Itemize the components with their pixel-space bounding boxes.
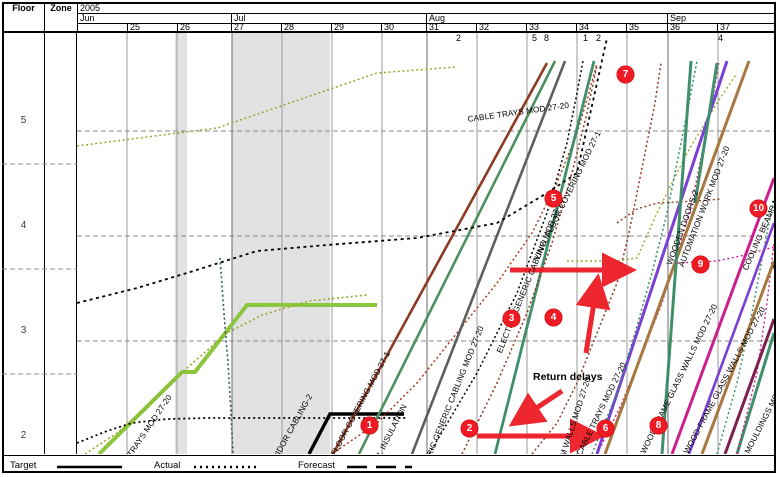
delay-marker-4[interactable]: 4 <box>545 309 562 326</box>
line-top-right-green-target <box>693 62 719 204</box>
chart-legend: Target Actual Forecast <box>2 455 776 475</box>
header-week-29: 29 <box>334 22 345 32</box>
header-month-jul: Jul <box>234 13 246 23</box>
floor-label-4: 4 <box>20 220 27 231</box>
header-month-aug: Aug <box>429 13 446 23</box>
header-week-28: 28 <box>284 22 295 32</box>
line-cable-trays-actual <box>84 294 368 454</box>
delay-marker-1[interactable]: 1 <box>361 417 378 434</box>
shaded-period-week26 <box>175 33 187 454</box>
chart-header: Floor Zone 2005 Jun Jul Aug Sep 25 26 27… <box>0 0 780 33</box>
chart-frame <box>2 2 776 473</box>
header-week-34: 34 <box>579 22 590 32</box>
legend-swatch-forecast <box>347 465 412 469</box>
delay-marker-3[interactable]: 3 <box>503 310 520 327</box>
line-wood-frame-glass-walls-target <box>670 177 774 454</box>
end-label-mech: 2 <box>596 33 602 43</box>
legend-label-forecast: Forecast <box>298 460 335 471</box>
line-vinyl-floor-covering-target <box>331 62 549 454</box>
delay-marker-10[interactable]: 10 <box>750 200 767 217</box>
legend-label-target: Target <box>10 460 37 471</box>
end-label-cooling: 4 <box>718 33 724 43</box>
line-electric-generic-cabling-actual-brown <box>461 64 598 454</box>
line-mech-insulation-target <box>357 60 557 454</box>
line-mech-insulation-actual <box>331 62 598 454</box>
plot-area: CABLE TRAYS MOD 27-20 CORRIDOR CABLING-2… <box>77 33 774 454</box>
end-label-system-walls: 2 <box>456 33 462 43</box>
line-far-right-brown <box>700 260 774 454</box>
delay-marker-7[interactable]: 7 <box>617 66 634 83</box>
header-week-26: 26 <box>180 22 191 32</box>
line-system-walls-target <box>493 60 596 454</box>
floor-label-2: 2 <box>20 430 27 441</box>
header-week-37: 37 <box>720 22 731 32</box>
arrow-down-left-from-4 <box>508 388 564 427</box>
line-cable-trays-target <box>97 303 377 454</box>
line-electric-generic-cabling-target-grey <box>410 60 567 454</box>
header-floor: Floor <box>12 2 35 13</box>
delay-marker-9[interactable]: 9 <box>692 256 709 273</box>
arrow-up-from-4 <box>575 273 611 354</box>
header-year: 2005 <box>80 2 101 13</box>
legend-swatch-target <box>57 465 122 469</box>
header-week-30: 30 <box>384 22 395 32</box>
header-zone: Zone <box>50 2 72 13</box>
line-early-actual-teal <box>219 257 234 454</box>
floor-axis: 5 4 3 2 <box>2 33 77 454</box>
header-week-25: 25 <box>130 22 141 32</box>
end-label-vinyl: 5 <box>532 33 538 43</box>
line-floor2-actual-black <box>77 417 407 444</box>
header-month-jun: Jun <box>80 13 95 23</box>
header-week-31: 31 <box>429 22 440 32</box>
delay-marker-2[interactable]: 2 <box>461 420 478 437</box>
line-far-right-teal-dotted <box>716 197 774 454</box>
floor-label-3: 3 <box>20 325 27 336</box>
end-label-electric-black: 1 <box>583 33 589 43</box>
line-cooling-beams-actual <box>591 60 698 454</box>
delay-marker-8[interactable]: 8 <box>650 417 667 434</box>
header-week-33: 33 <box>529 22 540 32</box>
header-week-32: 32 <box>479 22 490 32</box>
line-cooling-beams-target <box>660 60 693 454</box>
delay-marker-5[interactable]: 5 <box>545 190 562 207</box>
legend-label-actual: Actual <box>154 460 181 471</box>
line-mouldings-target <box>723 318 774 454</box>
header-week-35: 35 <box>629 22 640 32</box>
legend-swatch-actual <box>194 465 259 469</box>
delay-marker-6[interactable]: 6 <box>597 420 614 437</box>
line-vinyl-floor-covering-actual-2 <box>616 198 723 224</box>
header-month-sep: Sep <box>670 13 687 23</box>
shaded-period-week27-28 <box>232 33 330 454</box>
line-right-olive-actual <box>567 72 738 262</box>
annotation-return-delays: Return delays <box>533 371 603 383</box>
line-electric-generic-cabling-actual-black <box>428 60 584 454</box>
floor-label-5: 5 <box>20 115 27 126</box>
line-far-right-green-target <box>735 332 774 454</box>
line-far-right-purple <box>687 222 774 454</box>
header-week-27: 27 <box>234 22 245 32</box>
end-label-electric-grey: 8 <box>544 33 550 43</box>
line-cable-trays-upper-actual <box>77 66 458 147</box>
header-week-36: 36 <box>670 22 681 32</box>
